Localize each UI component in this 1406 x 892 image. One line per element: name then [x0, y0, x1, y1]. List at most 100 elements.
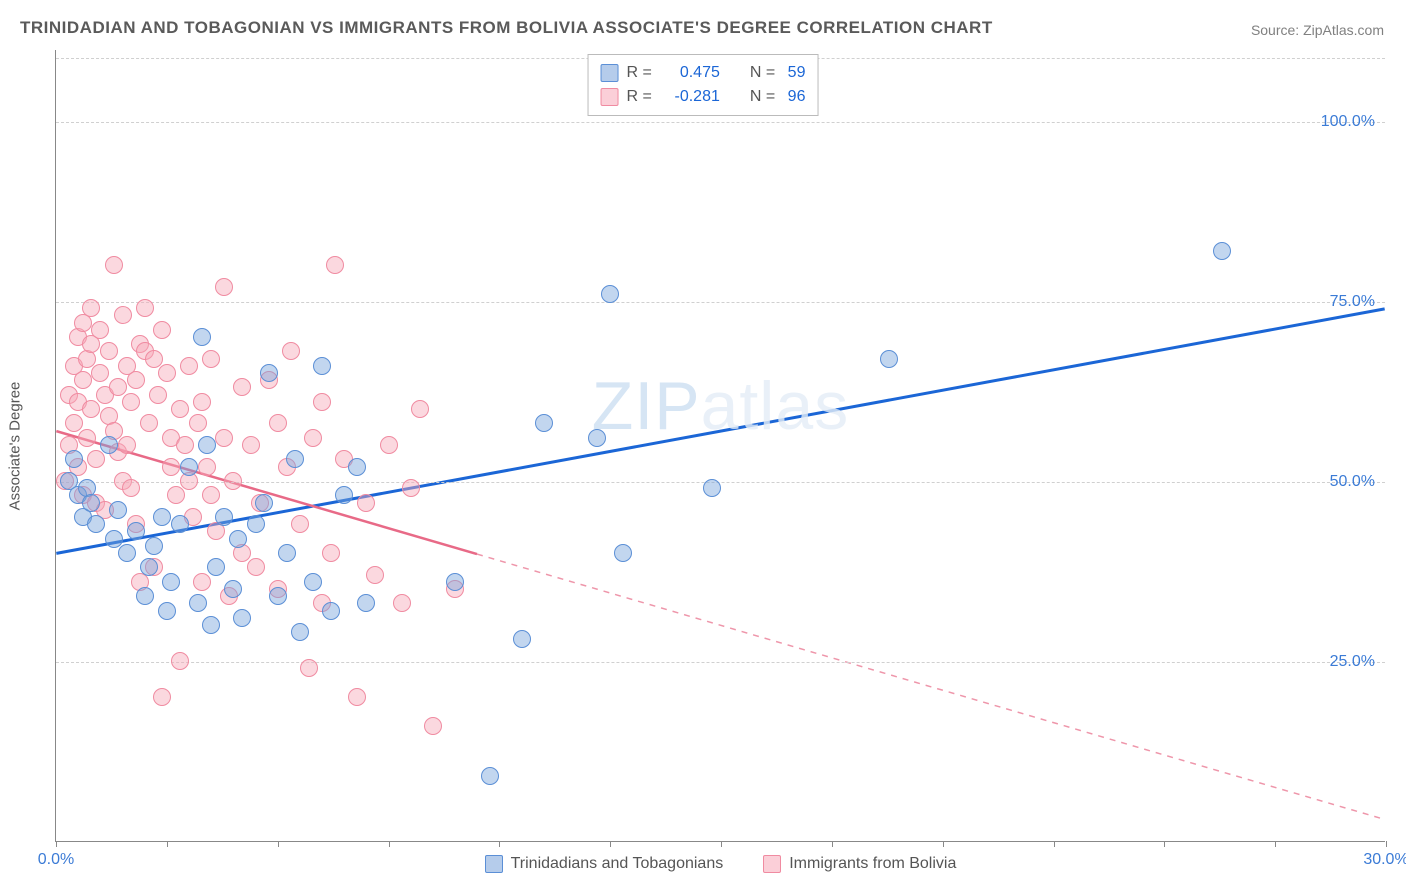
n-value: 96	[783, 85, 805, 109]
data-point-blue	[269, 587, 287, 605]
data-point-pink	[87, 450, 105, 468]
data-point-pink	[282, 342, 300, 360]
data-point-blue	[118, 544, 136, 562]
data-point-blue	[513, 630, 531, 648]
data-point-pink	[136, 299, 154, 317]
chart-title: TRINIDADIAN AND TOBAGONIAN VS IMMIGRANTS…	[20, 18, 993, 38]
x-tick	[1275, 841, 1276, 847]
data-point-blue	[180, 458, 198, 476]
x-tick	[1386, 841, 1387, 847]
data-point-blue	[286, 450, 304, 468]
x-tick	[167, 841, 168, 847]
data-point-blue	[1213, 242, 1231, 260]
data-point-pink	[304, 429, 322, 447]
data-point-pink	[140, 414, 158, 432]
data-point-pink	[202, 350, 220, 368]
legend-swatch	[601, 64, 619, 82]
data-point-blue	[158, 602, 176, 620]
x-tick	[1164, 841, 1165, 847]
gridline	[56, 662, 1385, 663]
data-point-pink	[180, 357, 198, 375]
n-label: N =	[750, 61, 775, 85]
data-point-pink	[118, 436, 136, 454]
data-point-pink	[114, 306, 132, 324]
gridline	[56, 302, 1385, 303]
legend-item: Immigrants from Bolivia	[763, 855, 956, 873]
data-point-pink	[74, 371, 92, 389]
data-point-blue	[189, 594, 207, 612]
legend-correlation: R =0.475N = 59R =-0.281N = 96	[588, 54, 819, 116]
n-label: N =	[750, 85, 775, 109]
data-point-pink	[393, 594, 411, 612]
data-point-pink	[167, 486, 185, 504]
data-point-pink	[198, 458, 216, 476]
data-point-pink	[122, 479, 140, 497]
y-tick-label: 75.0%	[1330, 293, 1375, 311]
data-point-pink	[247, 558, 265, 576]
r-value: 0.475	[660, 61, 720, 85]
data-point-blue	[233, 609, 251, 627]
data-point-pink	[91, 321, 109, 339]
data-point-pink	[78, 429, 96, 447]
n-value: 59	[783, 61, 805, 85]
data-point-pink	[82, 400, 100, 418]
watermark: ZIPatlas	[592, 367, 849, 445]
y-tick-label: 25.0%	[1330, 653, 1375, 671]
data-point-pink	[269, 414, 287, 432]
x-tick	[610, 841, 611, 847]
legend-swatch	[601, 88, 619, 106]
x-tick	[499, 841, 500, 847]
data-point-blue	[82, 494, 100, 512]
data-point-pink	[65, 414, 83, 432]
gridline	[56, 122, 1385, 123]
data-point-pink	[242, 436, 260, 454]
source-label: Source: ZipAtlas.com	[1251, 22, 1384, 38]
data-point-pink	[233, 378, 251, 396]
legend-swatch	[763, 855, 781, 873]
data-point-pink	[402, 479, 420, 497]
data-point-blue	[588, 429, 606, 447]
data-point-blue	[215, 508, 233, 526]
data-point-pink	[380, 436, 398, 454]
data-point-blue	[171, 515, 189, 533]
data-point-blue	[348, 458, 366, 476]
data-point-pink	[153, 321, 171, 339]
data-point-pink	[215, 278, 233, 296]
legend-swatch	[485, 855, 503, 873]
data-point-pink	[424, 717, 442, 735]
gridline	[56, 482, 1385, 483]
data-point-pink	[193, 573, 211, 591]
data-point-blue	[304, 573, 322, 591]
legend-item: Trinidadians and Tobagonians	[485, 855, 724, 873]
data-point-blue	[255, 494, 273, 512]
data-point-pink	[100, 342, 118, 360]
data-point-blue	[109, 501, 127, 519]
data-point-pink	[189, 414, 207, 432]
r-label: R =	[627, 61, 652, 85]
data-point-blue	[260, 364, 278, 382]
data-point-pink	[322, 544, 340, 562]
data-point-blue	[278, 544, 296, 562]
legend-row: R =-0.281N = 96	[601, 85, 806, 109]
y-tick-label: 100.0%	[1321, 113, 1375, 131]
data-point-blue	[601, 285, 619, 303]
data-point-blue	[127, 522, 145, 540]
x-tick	[721, 841, 722, 847]
plot-area: ZIPatlas 25.0%50.0%75.0%100.0%0.0%30.0%T…	[55, 50, 1385, 842]
data-point-pink	[82, 299, 100, 317]
data-point-pink	[193, 393, 211, 411]
r-value: -0.281	[660, 85, 720, 109]
data-point-pink	[153, 688, 171, 706]
x-tick	[389, 841, 390, 847]
data-point-pink	[326, 256, 344, 274]
data-point-pink	[348, 688, 366, 706]
x-tick	[278, 841, 279, 847]
data-point-pink	[357, 494, 375, 512]
y-tick-label: 50.0%	[1330, 473, 1375, 491]
data-point-pink	[162, 458, 180, 476]
data-point-pink	[109, 378, 127, 396]
data-point-pink	[313, 393, 331, 411]
data-point-blue	[535, 414, 553, 432]
data-point-pink	[215, 429, 233, 447]
data-point-pink	[171, 652, 189, 670]
